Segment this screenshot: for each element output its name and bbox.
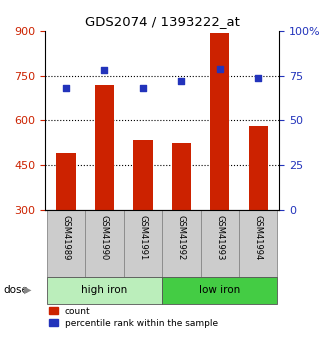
- Bar: [47, 210, 85, 277]
- Text: low iron: low iron: [199, 285, 240, 295]
- Text: dose: dose: [3, 285, 28, 295]
- Bar: [248, 126, 268, 210]
- Point: [256, 75, 261, 80]
- Point: [64, 86, 69, 91]
- Text: GSM41989: GSM41989: [62, 215, 71, 260]
- Text: high iron: high iron: [81, 285, 128, 295]
- Bar: [133, 140, 152, 210]
- Text: GSM41994: GSM41994: [254, 215, 263, 260]
- Bar: [56, 153, 76, 210]
- Bar: [85, 210, 124, 277]
- Text: GSM41993: GSM41993: [215, 215, 224, 260]
- Bar: [210, 32, 229, 210]
- Text: ▶: ▶: [24, 285, 31, 295]
- Bar: [124, 210, 162, 277]
- Text: GSM41990: GSM41990: [100, 215, 109, 260]
- Text: GSM41992: GSM41992: [177, 215, 186, 260]
- Bar: [47, 277, 162, 304]
- Bar: [95, 85, 114, 210]
- Point: [102, 68, 107, 73]
- Bar: [239, 210, 277, 277]
- Title: GDS2074 / 1393222_at: GDS2074 / 1393222_at: [85, 16, 239, 29]
- Bar: [162, 277, 277, 304]
- Legend: count, percentile rank within the sample: count, percentile rank within the sample: [49, 307, 218, 327]
- Point: [217, 66, 222, 71]
- Point: [140, 86, 145, 91]
- Point: [179, 78, 184, 84]
- Bar: [172, 143, 191, 210]
- Text: GSM41991: GSM41991: [138, 215, 147, 260]
- Bar: [162, 210, 201, 277]
- Bar: [201, 210, 239, 277]
